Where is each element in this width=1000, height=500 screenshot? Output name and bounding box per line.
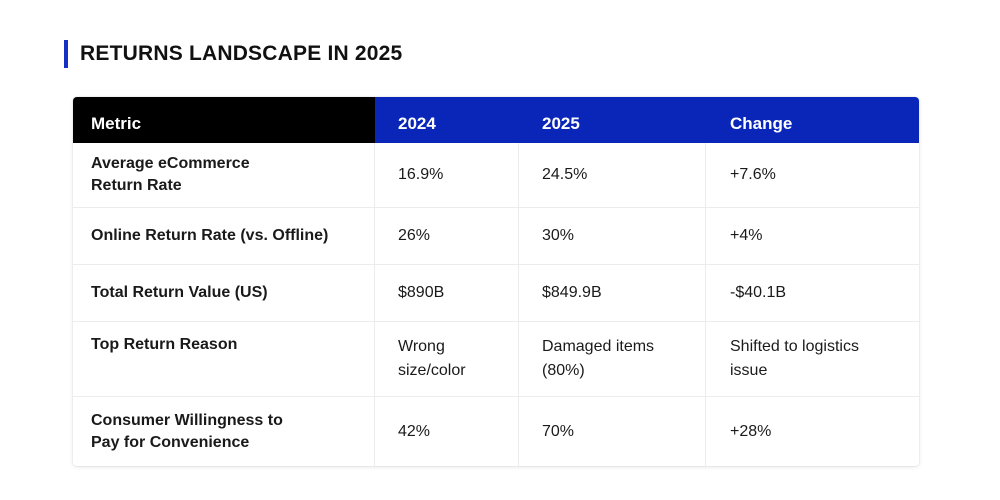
page-title: RETURNS LANDSCAPE IN 2025 [80,42,403,65]
value-2025-cell: 30% [519,208,706,264]
section-heading: RETURNS LANDSCAPE IN 2025 [64,40,402,68]
metric-cell: Top Return Reason [73,322,375,396]
table-header-row: Metric 2024 2025 Change [73,97,919,143]
table-row: Online Return Rate (vs. Offline) 26% 30%… [73,208,919,265]
value-2025-cell: 24.5% [519,143,706,207]
header-2025: 2025 [519,97,706,143]
value-2024-cell: $890B [375,265,519,321]
header-metric: Metric [73,97,375,143]
value-2024-cell: 26% [375,208,519,264]
value-2024-cell: 16.9% [375,143,519,207]
table-row: Consumer Willingness to Pay for Convenie… [73,397,919,466]
value-2025-cell: 70% [519,397,706,466]
change-cell: +4% [730,227,763,244]
table-row: Total Return Value (US) $890B $849.9B -$… [73,265,919,322]
change-cell: +7.6% [730,166,776,183]
value-2024-cell: 42% [375,397,519,466]
metric-cell: Average eCommerce Return Rate [73,143,375,207]
value-2024-cell: Wrong size/color [375,322,519,396]
change-cell: Shifted to logistics issue [730,338,859,379]
header-change: Change [706,97,919,143]
metric-cell: Online Return Rate (vs. Offline) [73,208,375,264]
value-2025-cell: $849.9B [519,265,706,321]
table-row: Top Return Reason Wrong size/color Damag… [73,322,919,397]
change-cell: +28% [730,422,772,440]
metric-cell: Total Return Value (US) [73,265,375,321]
title-accent-bar [64,40,68,68]
header-2024: 2024 [375,97,519,143]
table-row: Average eCommerce Return Rate 16.9% 24.5… [73,143,919,208]
change-cell: -$40.1B [730,284,787,301]
metric-cell: Consumer Willingness to Pay for Convenie… [73,397,375,466]
returns-table: Metric 2024 2025 Change Average eCommerc… [73,97,919,466]
value-2025-cell: Damaged items (80%) [519,322,706,396]
